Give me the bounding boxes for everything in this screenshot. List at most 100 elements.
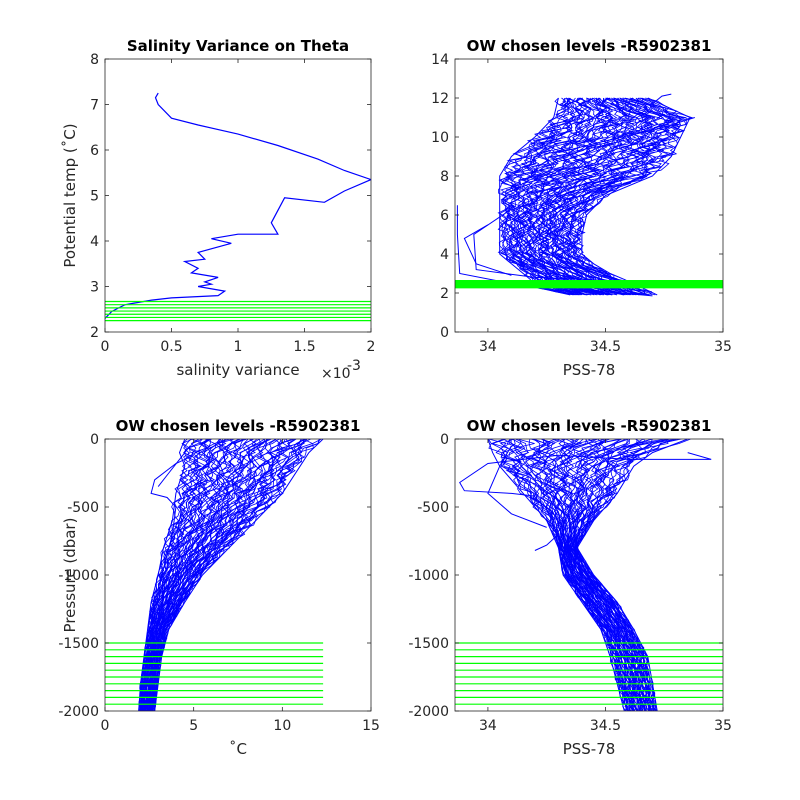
chart-title: OW chosen levels -R5902381 <box>467 37 712 55</box>
y-tick-label: 7 <box>90 98 99 114</box>
salinity-variance-panel: 0 0.5 1 1.5 2 2 3 4 5 6 7 8 Salinity Variance on The… <box>61 37 375 382</box>
plot-area <box>455 439 723 711</box>
y-tick-label: 0 <box>90 432 99 448</box>
profile-envelope-xmax <box>154 439 324 711</box>
profile-line-63 <box>568 97 681 296</box>
y-tick-label: -2000 <box>408 704 449 720</box>
profile-envelope-xmin <box>487 439 625 711</box>
y-tick-label: 10 <box>431 130 449 146</box>
profile-line-2 <box>490 439 629 711</box>
y-tick-label: -2000 <box>58 704 99 720</box>
x-axis-label: salinity variance <box>176 361 299 379</box>
x-axis-label: PSS-78 <box>563 361 616 379</box>
ow-temperature-pressure-panel: 0 5 10 15 -2000 -1500 -1000 -500 0 OW chosen leve… <box>58 417 380 758</box>
plot-area <box>105 92 371 322</box>
y-tick-label: -1500 <box>408 636 449 652</box>
profile-line-69 <box>577 439 691 711</box>
y-tick-label: 3 <box>90 280 99 296</box>
outlier-profile-2 <box>534 533 559 551</box>
y-tick-label: 12 <box>431 91 449 107</box>
x-axis-exponent-power: -3 <box>347 358 361 374</box>
y-tick-label: 14 <box>431 52 449 68</box>
profile-envelope-xmin <box>138 439 186 711</box>
ow-salinity-pressure-panel: 34 34.5 35 -2000 -1500 -1000 -500 0 OW chosen le… <box>408 417 732 758</box>
x-tick-label: 5 <box>189 718 198 734</box>
chart-title: Salinity Variance on Theta <box>127 37 349 55</box>
profile-envelope-xmax <box>576 439 688 711</box>
outlier-profile-0 <box>459 452 712 497</box>
x-tick-label: 34 <box>479 339 497 355</box>
x-tick-label: 35 <box>714 718 732 734</box>
profile-line-7 <box>505 97 581 296</box>
profile-line-21 <box>143 439 226 711</box>
outlier-profile-0 <box>456 205 653 297</box>
axes-frame <box>454 58 724 333</box>
y-tick-label: -500 <box>417 500 449 516</box>
y-tick-label: 8 <box>90 52 99 68</box>
outlier-profile-3 <box>558 117 695 154</box>
x-axis-label: PSS-78 <box>563 740 616 758</box>
y-tick-label: -1000 <box>58 568 99 584</box>
profile-line-17 <box>525 439 635 711</box>
chart-title: OW chosen levels -R5902381 <box>467 417 712 435</box>
outlier-profile-1 <box>157 445 191 487</box>
axes-frame <box>104 58 372 333</box>
y-tick-label: -1500 <box>58 636 99 652</box>
y-tick-label: 5 <box>90 189 99 205</box>
profile-line-19 <box>142 439 231 711</box>
chart-title: OW chosen levels -R5902381 <box>116 417 361 435</box>
profile-line-33 <box>535 97 623 296</box>
outlier-profile-2 <box>463 224 512 276</box>
profile-line-51 <box>554 97 656 296</box>
profile-line-9 <box>506 439 631 711</box>
y-axis-label: Potential temp (˚C) <box>61 123 79 267</box>
outlier-profile-1 <box>487 445 547 528</box>
plot-area <box>455 93 723 297</box>
y-tick-label: -500 <box>67 500 99 516</box>
x-tick-label: 1.5 <box>293 339 315 355</box>
profile-line-5 <box>500 439 630 711</box>
profile-line-62 <box>574 439 670 711</box>
x-tick-label: 34 <box>479 718 497 734</box>
x-tick-label: 1 <box>234 339 243 355</box>
y-tick-label: 8 <box>440 169 449 185</box>
y-axis-label: Pressure (dbar) <box>61 518 79 633</box>
x-axis-label: ˚C <box>229 740 247 758</box>
y-tick-label: 6 <box>90 143 99 159</box>
y-tick-label: 4 <box>90 234 99 250</box>
y-tick-label: 2 <box>440 286 449 302</box>
outlier-profile-0 <box>150 454 194 589</box>
x-tick-label: 0.5 <box>160 339 182 355</box>
profile-line-69 <box>574 97 694 296</box>
profile-line-14 <box>519 439 634 711</box>
profile-line-44 <box>148 439 280 711</box>
series-line-0 <box>105 92 371 319</box>
profile-envelope-xmin <box>499 97 571 296</box>
x-tick-label: 34.5 <box>590 339 621 355</box>
x-tick-label: 15 <box>362 718 380 734</box>
profile-line-9 <box>140 439 211 711</box>
profile-line-54 <box>558 97 661 296</box>
y-tick-label: 2 <box>90 325 99 341</box>
profile-line-58 <box>151 439 303 711</box>
x-tick-label: 0 <box>101 339 110 355</box>
profile-line-34 <box>534 97 627 296</box>
x-tick-label: 34.5 <box>590 718 621 734</box>
y-tick-label: 0 <box>440 432 449 448</box>
y-tick-label: 6 <box>440 208 449 224</box>
x-tick-label: 10 <box>273 718 291 734</box>
profile-envelope-xmax <box>581 97 691 296</box>
y-tick-label: 0 <box>440 325 449 341</box>
x-tick-label: 0 <box>101 718 110 734</box>
y-tick-label: -1000 <box>408 568 449 584</box>
profile-line-38 <box>538 97 633 296</box>
y-tick-label: 4 <box>440 247 449 263</box>
ow-salinity-theta-panel: 34 34.5 35 0 2 4 6 8 10 12 14 OW chosen levels -R59… <box>431 37 732 379</box>
profile-line-16 <box>515 97 595 296</box>
plot-area <box>105 439 324 711</box>
outlier-profile-4 <box>652 93 672 105</box>
profile-line-42 <box>147 439 270 711</box>
x-axis-exponent: ×10 <box>321 366 351 382</box>
profile-line-68 <box>153 439 320 711</box>
